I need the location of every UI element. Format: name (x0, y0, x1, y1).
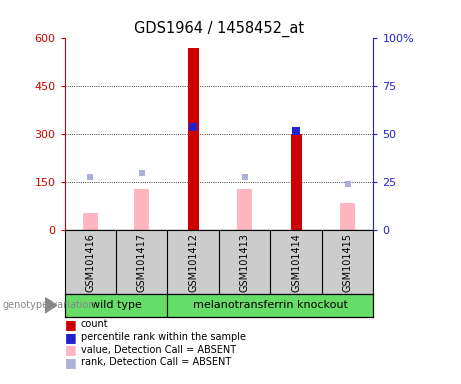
Bar (134, 189, 149, 230)
Text: ■: ■ (65, 356, 76, 369)
Bar (83, 213, 98, 230)
Title: GDS1964 / 1458452_at: GDS1964 / 1458452_at (134, 21, 304, 37)
Text: ■: ■ (65, 343, 76, 356)
Bar (290, 134, 302, 230)
Text: melanotransferrin knockout: melanotransferrin knockout (193, 300, 348, 310)
Text: GSM101413: GSM101413 (240, 233, 250, 291)
Bar (237, 189, 253, 230)
Text: ■: ■ (65, 331, 76, 344)
Bar (167, 294, 373, 317)
Text: GSM101415: GSM101415 (343, 233, 353, 291)
Bar (340, 203, 355, 230)
Bar (65, 294, 167, 317)
Text: wild type: wild type (90, 300, 142, 310)
Polygon shape (45, 298, 57, 313)
Text: GSM101412: GSM101412 (188, 233, 198, 291)
Text: percentile rank within the sample: percentile rank within the sample (81, 332, 246, 342)
Text: GSM101414: GSM101414 (291, 233, 301, 291)
Text: GSM101416: GSM101416 (85, 233, 95, 291)
Text: value, Detection Call = ABSENT: value, Detection Call = ABSENT (81, 345, 236, 355)
Text: count: count (81, 319, 108, 329)
Text: ■: ■ (65, 318, 76, 331)
Text: GSM101417: GSM101417 (137, 233, 147, 291)
Text: rank, Detection Call = ABSENT: rank, Detection Call = ABSENT (81, 358, 231, 367)
Text: genotype/variation: genotype/variation (2, 300, 95, 310)
Bar (188, 48, 199, 230)
